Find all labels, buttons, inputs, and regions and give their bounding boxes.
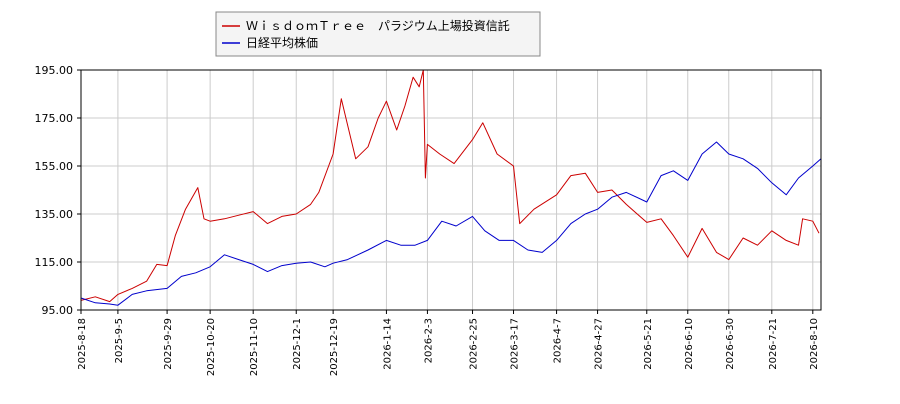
series-line-0 bbox=[80, 69, 820, 303]
x-tick-label: 2026-3-17 bbox=[510, 318, 521, 370]
legend-box bbox=[215, 11, 541, 57]
x-tick-label: 2025-11-10 bbox=[249, 318, 260, 376]
legend-entry: 日経平均株価 bbox=[246, 35, 318, 50]
y-axis: 95.00 115.00 135.00 155.00 175.00 195.00 bbox=[35, 64, 81, 317]
x-tick-label: 2026-6-10 bbox=[684, 318, 695, 370]
x-tick-label: 2026-8-10 bbox=[809, 318, 820, 370]
x-tick-label: 2025-12-19 bbox=[329, 318, 340, 376]
legend-entry: ＷｉｓｄｏｍＴｒｅｅ パラジウム上場投資信託 bbox=[246, 18, 510, 33]
y-tick-label: 155.00 bbox=[35, 160, 74, 173]
x-tick-label: 2026-7-21 bbox=[768, 318, 779, 370]
x-tick-label: 2026-2-25 bbox=[469, 318, 480, 370]
plot-frame bbox=[80, 69, 822, 311]
series-line-1 bbox=[80, 141, 822, 306]
x-tick-label: 2025-9-5 bbox=[114, 318, 125, 363]
x-tick-label: 2025-12-1 bbox=[292, 318, 303, 370]
x-axis: 2025-8-18 2025-9-5 2025-9-29 2025-10-20 2025… bbox=[77, 310, 820, 376]
y-tick-label: 135.00 bbox=[35, 208, 74, 221]
y-tick-label: 115.00 bbox=[35, 256, 74, 269]
y-tick-label: 195.00 bbox=[35, 64, 74, 77]
x-tick-label: 2025-8-18 bbox=[77, 318, 88, 370]
x-tick-label: 2026-4-7 bbox=[553, 318, 564, 363]
x-tick-label: 2026-4-27 bbox=[594, 318, 605, 370]
y-tick-label: 175.00 bbox=[35, 112, 74, 125]
x-tick-label: 2026-5-21 bbox=[643, 318, 654, 370]
x-tick-label: 2026-1-14 bbox=[382, 318, 393, 370]
series-layer bbox=[80, 69, 822, 306]
x-tick-label: 2026-2-3 bbox=[423, 318, 434, 363]
x-tick-label: 2026-6-30 bbox=[725, 318, 736, 370]
y-tick-label: 95.00 bbox=[42, 304, 74, 317]
x-tick-label: 2025-10-20 bbox=[206, 318, 217, 376]
x-tick-label: 2025-9-29 bbox=[163, 318, 174, 370]
